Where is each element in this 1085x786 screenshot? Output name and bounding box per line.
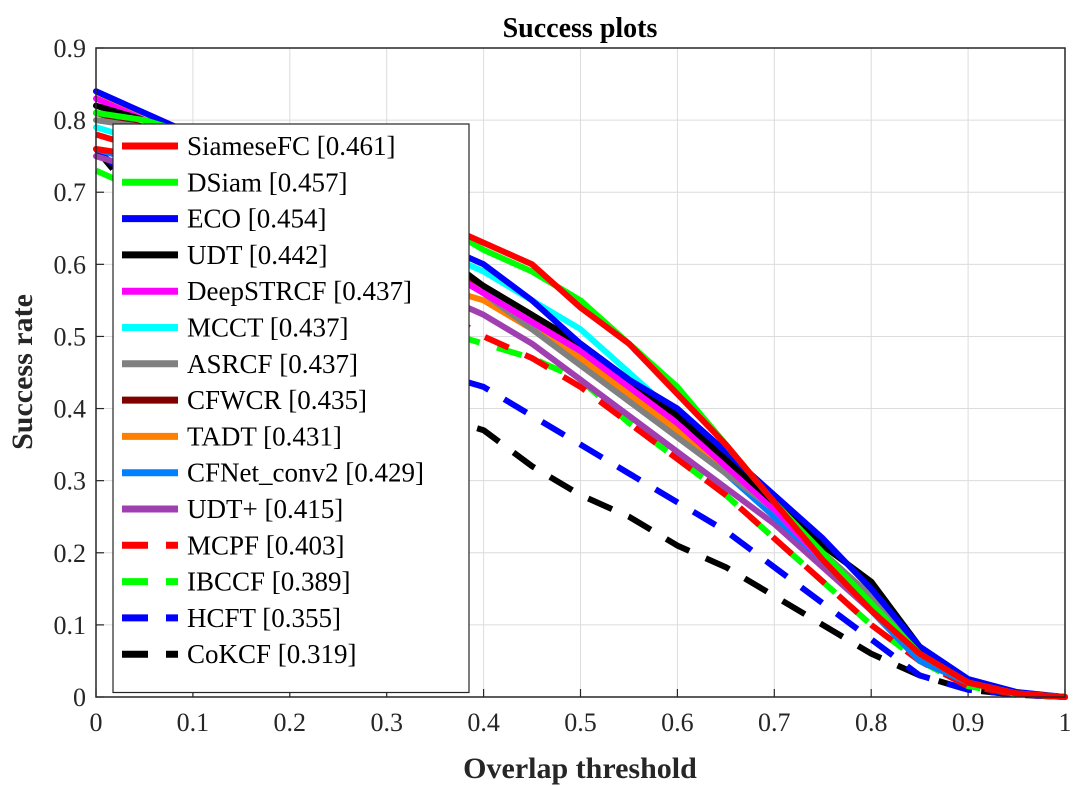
legend-label: UDT [0.442]: [187, 240, 327, 270]
y-tick-label: 0.4: [54, 395, 87, 424]
y-tick-label: 0.3: [54, 467, 87, 496]
legend-label: SiameseFC [0.461]: [187, 131, 396, 161]
legend-label: CFNet_conv2 [0.429]: [187, 458, 424, 488]
series-line-hcft: [94, 146, 1066, 700]
x-tick-label: 1: [1059, 708, 1072, 737]
x-tick-label: 0.6: [661, 708, 694, 737]
axes-box: [95, 47, 1066, 698]
x-axis-label: Overlap threshold: [463, 752, 697, 785]
y-tick-label: 0.6: [54, 250, 87, 279]
y-tick-label: 0.2: [54, 539, 87, 568]
legend-label: ASRCF [0.437]: [187, 349, 358, 379]
y-tick-label: 0.9: [54, 34, 87, 63]
chart-title: Success plots: [503, 13, 658, 44]
legend-label: UDT+ [0.415]: [187, 494, 343, 524]
y-axis-label: Success rate: [6, 294, 39, 450]
legend: SiameseFC [0.461] DSiam [0.457] ECO [0.454…: [112, 123, 470, 694]
y-tick-label: 0.5: [54, 322, 87, 351]
x-tick-label: 0.7: [758, 708, 791, 737]
legend-label: MCCT [0.437]: [187, 313, 349, 343]
y-tick-label: 0.7: [54, 178, 87, 207]
x-tick-label: 0.4: [467, 708, 500, 737]
legend-label: DeepSTRCF [0.437]: [187, 276, 412, 306]
legend-label: TADT [0.431]: [187, 421, 342, 451]
y-tick-labels: 0 0.1 0.2 0.3 0.4 0.5 0.6 0.7 0.8 0.9: [54, 34, 87, 712]
y-tick-label: 0.8: [54, 106, 87, 135]
x-tick-labels: 0 0.1 0.2 0.3 0.4 0.5 0.6 0.7 0.8 0.9 1: [90, 708, 1072, 737]
y-tick-label: 0.1: [54, 611, 87, 640]
y-tick-label: 0: [73, 683, 86, 712]
legend-label: CFWCR [0.435]: [187, 385, 367, 415]
x-tick-label: 0.5: [564, 708, 597, 737]
x-tick-label: 0.9: [952, 708, 985, 737]
legend-label: DSiam [0.457]: [187, 167, 347, 197]
x-tick-label: 0.1: [177, 708, 210, 737]
x-tick-label: 0.3: [370, 708, 403, 737]
x-tick-label: 0: [90, 708, 103, 737]
legend-label: MCPF [0.403]: [187, 530, 345, 560]
series-line-mcpf: [95, 131, 1066, 700]
x-tick-label: 0.2: [274, 708, 307, 737]
legend-label: HCFT [0.355]: [187, 603, 341, 633]
legend-label: ECO [0.454]: [187, 204, 326, 234]
legend-label: IBCCF [0.389]: [187, 567, 351, 597]
x-tick-label: 0.8: [855, 708, 888, 737]
legend-label: CoKCF [0.319]: [187, 639, 357, 669]
